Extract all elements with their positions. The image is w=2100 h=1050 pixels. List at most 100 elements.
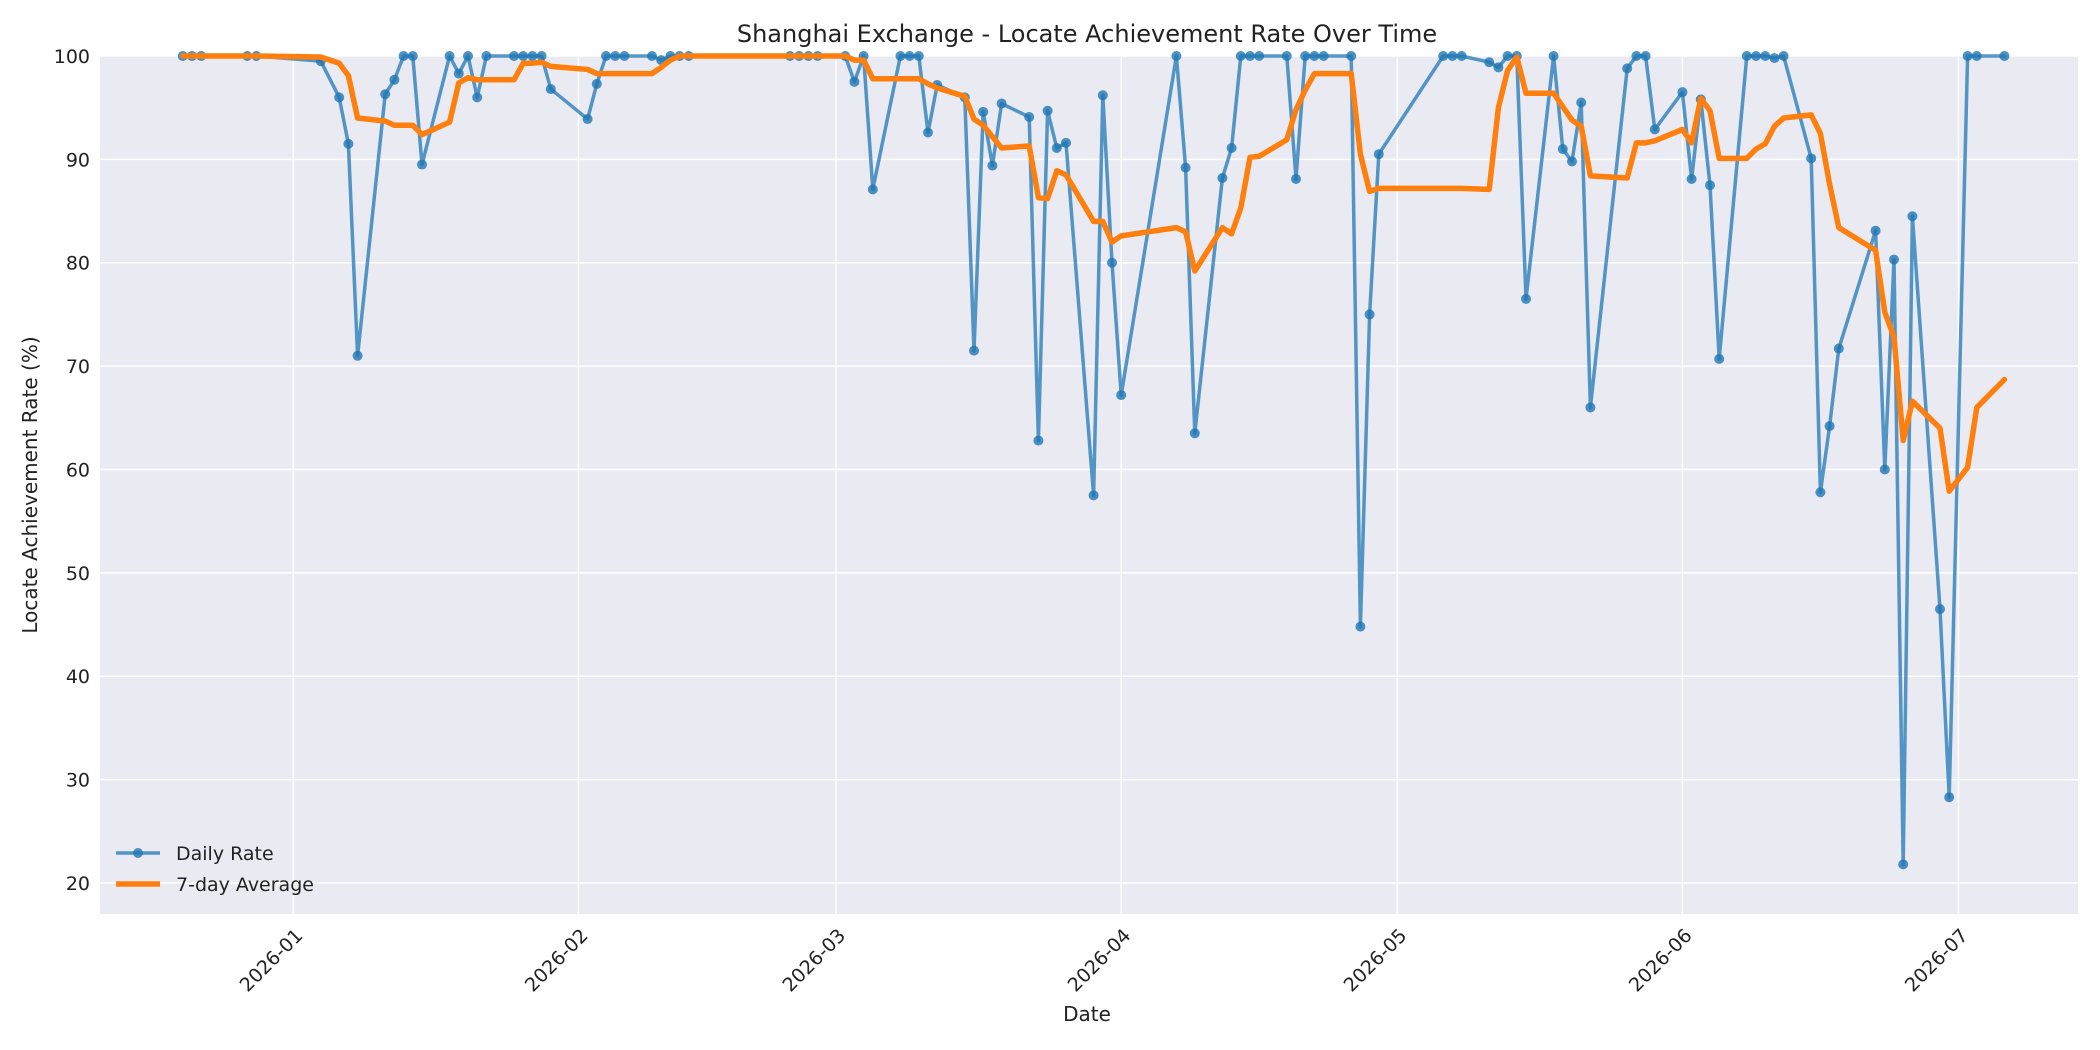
plot-area <box>100 56 2078 914</box>
data-point-daily-rate <box>463 51 473 61</box>
data-point-daily-rate <box>380 89 391 100</box>
y-tick-label: 30 <box>66 770 90 792</box>
data-point-daily-rate <box>849 76 860 87</box>
legend-label-daily-rate: Daily Rate <box>176 843 274 865</box>
data-point-daily-rate <box>1107 257 1117 268</box>
data-point-daily-rate <box>1622 63 1633 74</box>
data-point-daily-rate <box>1631 51 1642 61</box>
data-point-daily-rate <box>1806 153 1817 164</box>
data-point-daily-rate <box>1557 144 1568 155</box>
data-point-daily-rate <box>1291 174 1301 185</box>
data-point-daily-rate <box>334 92 345 103</box>
grid-lines <box>100 55 2078 914</box>
data-point-daily-rate <box>1567 156 1577 167</box>
data-point-daily-rate <box>444 51 455 61</box>
data-point-daily-rate <box>1769 53 1780 64</box>
data-point-daily-rate <box>1585 402 1596 413</box>
data-point-daily-rate <box>1281 51 1292 61</box>
data-point-daily-rate <box>1051 143 1062 153</box>
y-tick-label: 70 <box>66 356 90 378</box>
data-point-daily-rate <box>1484 57 1495 68</box>
data-point-daily-rate <box>1346 51 1357 61</box>
data-point-daily-rate <box>1760 51 1771 61</box>
data-point-daily-rate <box>969 345 979 356</box>
y-axis-ticks: 20 30 40 50 60 70 80 90 100 <box>54 46 90 895</box>
data-point-daily-rate <box>1815 487 1826 498</box>
data-point-daily-rate <box>343 138 354 149</box>
data-point-daily-rate <box>481 51 492 61</box>
data-point-daily-rate <box>1714 353 1725 364</box>
data-point-daily-rate <box>1300 51 1311 61</box>
series-layer <box>177 51 2010 870</box>
data-point-daily-rate <box>1189 428 1200 439</box>
data-point-daily-rate <box>527 51 538 61</box>
data-point-daily-rate <box>1971 51 1982 61</box>
data-point-daily-rate <box>1889 254 1899 265</box>
data-point-daily-rate <box>1502 51 1513 61</box>
data-point-daily-rate <box>601 51 611 61</box>
data-point-daily-rate <box>1741 51 1752 61</box>
data-point-daily-rate <box>1705 180 1715 191</box>
data-point-daily-rate <box>1999 51 2010 61</box>
data-point-daily-rate <box>1677 87 1688 98</box>
data-point-daily-rate <box>398 51 409 61</box>
data-point-daily-rate <box>389 74 400 85</box>
data-point-daily-rate <box>1751 51 1761 61</box>
data-point-daily-rate <box>1686 174 1697 185</box>
data-point-daily-rate <box>1061 137 1071 148</box>
x-axis-ticks: 2026-01 2026-02 2026-03 2026-04 2026-05 2026-… <box>236 925 1973 997</box>
data-point-daily-rate <box>1521 293 1531 304</box>
y-tick-label: 100 <box>54 46 90 68</box>
y-tick-label: 90 <box>66 149 90 171</box>
legend-label-7-day-average: 7-day Average <box>176 874 314 896</box>
data-point-daily-rate <box>1033 435 1044 446</box>
data-point-daily-rate <box>1180 162 1191 173</box>
data-point-daily-rate <box>895 51 906 61</box>
y-tick-label: 40 <box>66 666 90 688</box>
data-point-daily-rate <box>1962 51 1973 61</box>
x-tick-label: 2026-04 <box>1064 925 1136 997</box>
data-point-daily-rate <box>1456 51 1467 61</box>
data-point-daily-rate <box>1364 309 1375 320</box>
data-point-daily-rate <box>1640 51 1651 61</box>
data-point-daily-rate <box>1493 62 1504 73</box>
y-tick-label: 20 <box>66 873 90 895</box>
y-tick-label: 60 <box>66 459 90 481</box>
data-point-daily-rate <box>472 92 483 103</box>
y-tick-label: 80 <box>66 253 90 275</box>
data-point-daily-rate <box>904 51 915 61</box>
data-point-daily-rate <box>1042 105 1053 116</box>
data-point-daily-rate <box>407 51 418 61</box>
data-point-daily-rate <box>1870 225 1881 236</box>
data-point-daily-rate <box>1217 172 1228 183</box>
data-point-daily-rate <box>582 114 593 125</box>
data-point-daily-rate <box>1097 90 1108 101</box>
data-point-daily-rate <box>1907 211 1918 222</box>
data-point-daily-rate <box>417 159 427 170</box>
data-point-daily-rate <box>352 350 363 361</box>
data-point-daily-rate <box>1548 51 1559 61</box>
data-point-daily-rate <box>1898 859 1909 870</box>
data-point-daily-rate <box>1309 51 1320 61</box>
y-axis-label: Locate Achievement Rate (%) <box>18 336 42 633</box>
data-point-daily-rate <box>1879 464 1890 475</box>
data-point-daily-rate <box>1226 143 1237 153</box>
x-tick-label: 2026-02 <box>521 925 593 997</box>
data-point-daily-rate <box>1088 490 1099 501</box>
data-point-daily-rate <box>1171 51 1182 61</box>
data-point-daily-rate <box>987 160 998 171</box>
x-tick-label: 2026-03 <box>778 925 850 997</box>
data-point-daily-rate <box>867 184 878 195</box>
data-point-daily-rate <box>591 78 602 89</box>
data-point-daily-rate <box>647 51 657 61</box>
data-point-daily-rate <box>545 84 556 95</box>
data-point-daily-rate <box>509 51 519 61</box>
data-point-daily-rate <box>1935 604 1945 615</box>
x-axis-label: Date <box>1063 1002 1111 1026</box>
data-point-daily-rate <box>1824 421 1835 432</box>
data-point-daily-rate <box>996 98 1007 109</box>
y-tick-label: 50 <box>66 563 90 585</box>
data-point-daily-rate <box>1245 51 1255 61</box>
